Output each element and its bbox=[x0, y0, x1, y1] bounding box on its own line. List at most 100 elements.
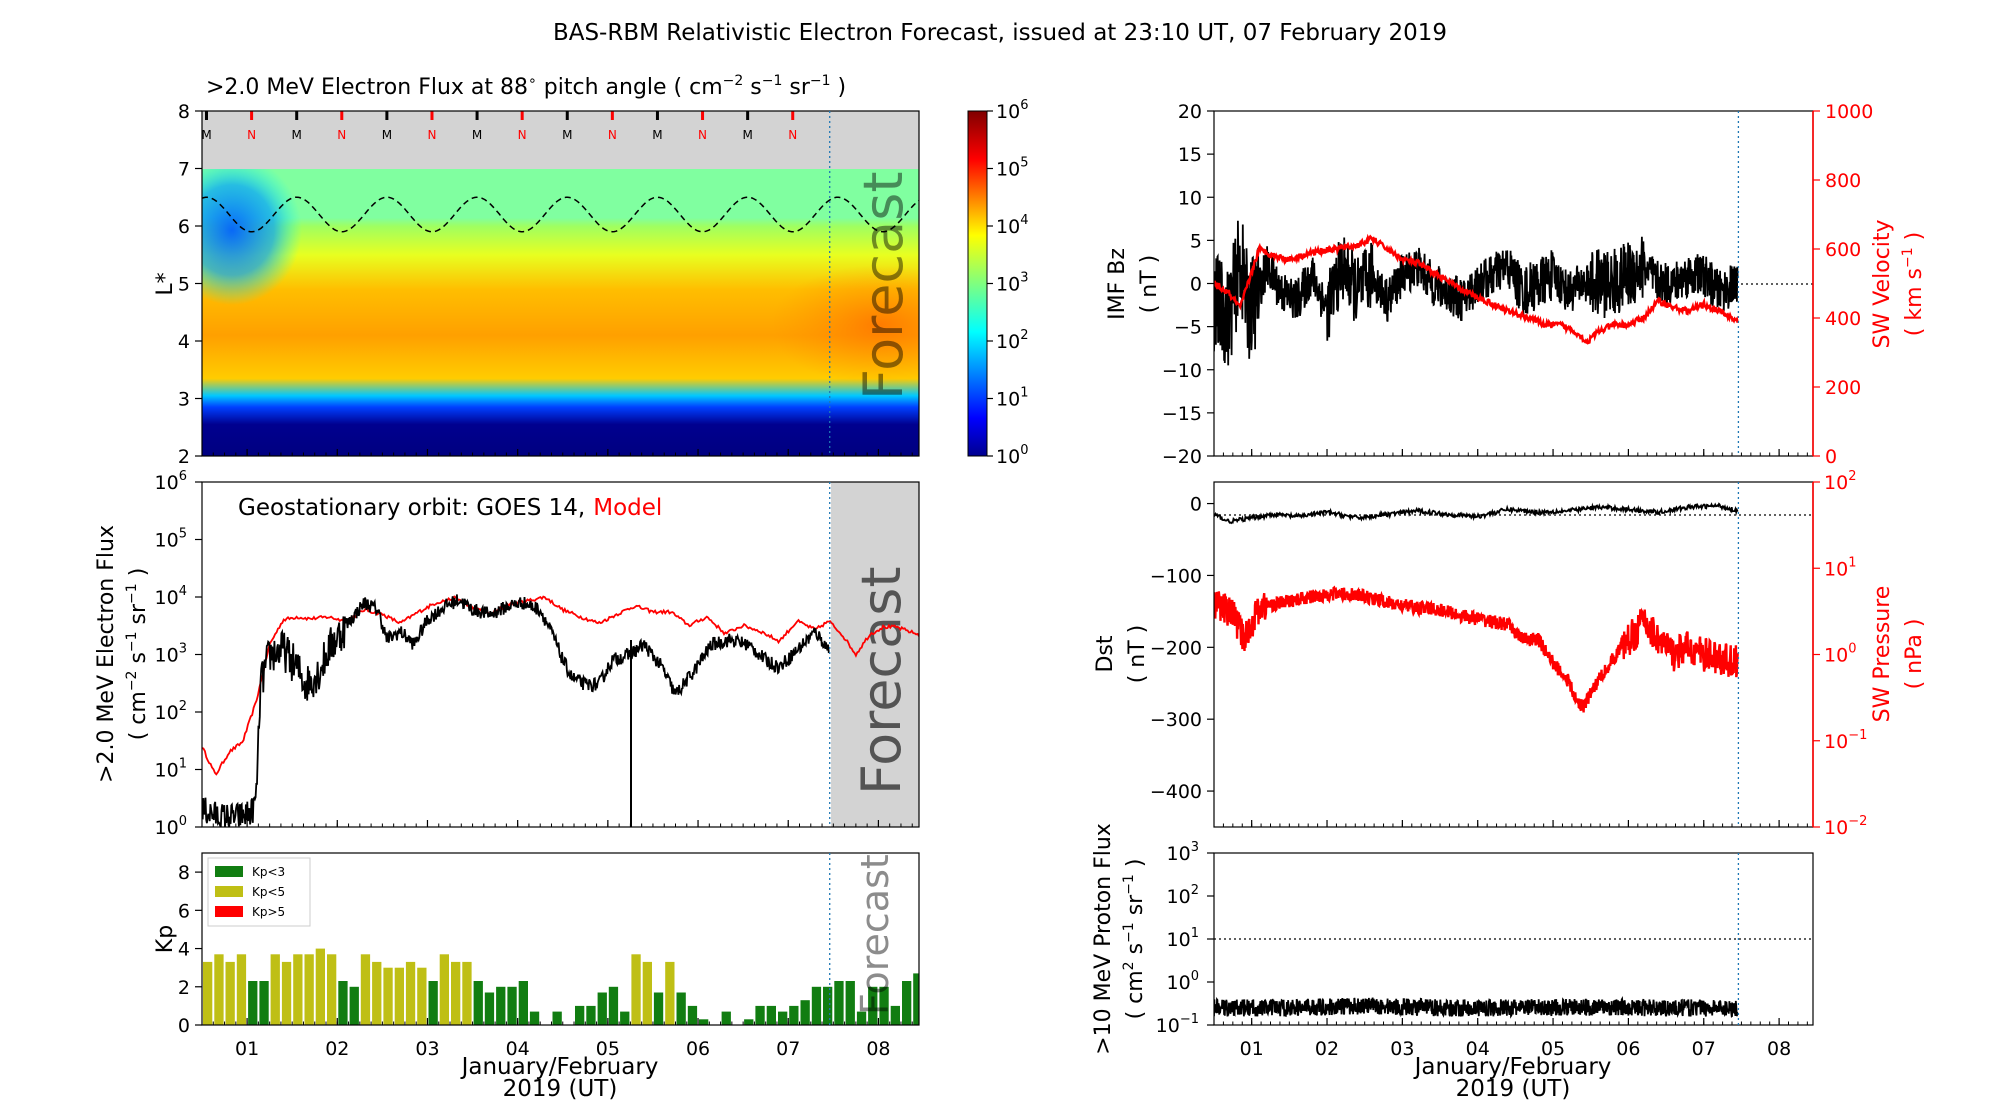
forecast-start-lines bbox=[829, 111, 1740, 1025]
imf-ylabel-line1: IMF Bz bbox=[1105, 248, 1130, 320]
colorbar-tick-label: 104 bbox=[996, 213, 1028, 238]
geo-legend-prefix: Geostationary orbit: GOES 14, bbox=[238, 495, 585, 521]
kp-bar bbox=[778, 1011, 788, 1025]
pressure-y-tick-label: 10−1 bbox=[1824, 728, 1867, 753]
x-tick-label: 08 bbox=[866, 1038, 890, 1060]
kp-bar bbox=[327, 954, 337, 1025]
pressure-ylabel-line1: SW Pressure bbox=[1870, 586, 1895, 723]
geo-ylabel-line2: ( cm−2 s−1 sr−1 ) bbox=[124, 568, 151, 741]
kp-bar bbox=[868, 986, 878, 1025]
orbit-marker-label: M bbox=[292, 128, 302, 142]
kp-y-tick-label: 0 bbox=[178, 1015, 190, 1037]
proton-y-ticks: 10−1 100 101 102 103 bbox=[1156, 840, 1214, 1037]
kp-bar bbox=[259, 981, 269, 1025]
dst-y-tick-label: 0 bbox=[1190, 494, 1202, 516]
kp-bar bbox=[586, 1005, 596, 1025]
velocity-y-tick-label: 800 bbox=[1825, 170, 1861, 192]
geo-frame bbox=[201, 481, 920, 828]
dst-y-tick-label: −400 bbox=[1150, 781, 1202, 803]
kp-bar bbox=[620, 1011, 630, 1025]
kp-bar bbox=[1071, 968, 1080, 1025]
kp-legend-high: Kp>5 bbox=[252, 905, 285, 919]
x-ticks-left: 01 02 03 04 05 06 07 08 bbox=[201, 449, 913, 1060]
imf-y-tick-label: 10 bbox=[1178, 187, 1202, 209]
proton-y-tick-label: 101 bbox=[1167, 926, 1199, 951]
dst-y-ticks: −400 −300 −200 −100 0 bbox=[1150, 494, 1214, 803]
imf-y-tick-label: 5 bbox=[1190, 230, 1202, 252]
x-tick-label: 05 bbox=[596, 1038, 620, 1060]
kp-bar bbox=[383, 967, 393, 1025]
lstar-y-tick-label: 4 bbox=[178, 331, 190, 353]
geo-y-tick-label: 103 bbox=[155, 642, 187, 667]
orbit-marker-label: M bbox=[742, 128, 752, 142]
kp-bar bbox=[845, 981, 855, 1025]
kp-bar bbox=[1015, 1006, 1024, 1025]
x-ticks-right: 01 02 03 04 05 06 07 08 bbox=[1213, 449, 1808, 1060]
kp-bar bbox=[304, 954, 314, 1025]
kp-bars bbox=[203, 948, 1080, 1025]
kp-bar bbox=[270, 954, 280, 1025]
imf-panel: −20 −15 −10 −5 0 5 10 15 20 0 200 400 600 800 1000 IM… bbox=[1105, 101, 1927, 468]
kp-bar bbox=[834, 981, 844, 1025]
pressure-ylabel-line2: ( nPa ) bbox=[1902, 619, 1927, 690]
geo-y-ticks: 100 101 102 103 104 105 106 bbox=[155, 469, 202, 839]
orbit-marker-label: N bbox=[608, 128, 617, 142]
kp-bar bbox=[236, 954, 247, 1025]
kp-bar bbox=[642, 961, 652, 1025]
kp-bar bbox=[811, 986, 822, 1025]
kp-y-tick-label: 4 bbox=[178, 939, 190, 961]
kp-bar bbox=[687, 1005, 698, 1025]
pressure-y-tick-label: 102 bbox=[1824, 469, 1856, 494]
kp-bar bbox=[225, 961, 235, 1025]
kp-bar bbox=[428, 981, 438, 1025]
lstar-early-low-flux bbox=[202, 155, 302, 305]
kp-bar bbox=[349, 986, 359, 1025]
kp-bar bbox=[902, 981, 912, 1025]
x-tick-label: 07 bbox=[776, 1038, 800, 1060]
kp-panel: Forecast 0 2 4 6 8 Kp Kp<3 Kp<5 Kp>5 bbox=[153, 852, 1080, 1037]
kp-bar bbox=[597, 992, 607, 1025]
proton-ylabel-line1: >10 MeV Proton Flux bbox=[1091, 823, 1116, 1055]
proton-ylabel-line2: ( cm2 s−1 sr−1 ) bbox=[1121, 859, 1148, 1020]
orbit-marker-label: M bbox=[382, 128, 392, 142]
velocity-ylabel-line2: ( km s−1 ) bbox=[1900, 232, 1927, 336]
proton-panel: 10−1 100 101 102 103 >10 MeV Proton Flux ( c… bbox=[1091, 823, 1814, 1055]
kp-bar bbox=[856, 1011, 867, 1025]
x-label-left-line2: 2019 (UT) bbox=[503, 1076, 618, 1100]
x-label-right-line1: January/February bbox=[1413, 1054, 1612, 1080]
x-tick-label: 04 bbox=[1466, 1038, 1490, 1060]
kp-bar bbox=[981, 1006, 990, 1025]
geo-observed-line bbox=[202, 594, 830, 827]
geo-legend: Geostationary orbit: GOES 14, Model bbox=[238, 495, 662, 521]
lstar-y-tick-label: 5 bbox=[178, 274, 190, 296]
lstar-y-tick-label: 3 bbox=[178, 389, 190, 411]
kp-bar bbox=[879, 986, 889, 1025]
kp-y-ticks: 0 2 4 6 8 bbox=[178, 862, 202, 1037]
lstar-title: >2.0 MeV Electron Flux at 88∘ pitch angl… bbox=[206, 73, 846, 100]
lstar-late-peak bbox=[770, 265, 919, 385]
orbit-marker-label: N bbox=[427, 128, 436, 142]
geo-y-tick-label: 101 bbox=[155, 757, 187, 782]
x-tick-label: 03 bbox=[1390, 1038, 1414, 1060]
dst-ylabel-line2: ( nT ) bbox=[1125, 625, 1150, 684]
orbit-marker-label: N bbox=[337, 128, 346, 142]
kp-y-tick-label: 6 bbox=[178, 900, 190, 922]
x-tick-label: 03 bbox=[415, 1038, 439, 1060]
kp-bar bbox=[823, 986, 833, 1025]
kp-legend-low: Kp<3 bbox=[252, 865, 285, 879]
kp-bar bbox=[890, 1005, 900, 1025]
kp-bar bbox=[608, 986, 619, 1025]
sw-pressure-line bbox=[1214, 585, 1739, 713]
sw-velocity-line bbox=[1214, 233, 1739, 345]
dst-ylabel-line1: Dst bbox=[1093, 635, 1118, 672]
kp-y-tick-label: 8 bbox=[178, 862, 190, 884]
imf-y-tick-label: 20 bbox=[1178, 101, 1202, 123]
kp-bar bbox=[970, 1006, 979, 1025]
velocity-y-tick-label: 200 bbox=[1825, 377, 1861, 399]
kp-bar bbox=[315, 948, 325, 1025]
kp-legend-swatch-mid bbox=[215, 886, 243, 897]
orbit-marker-label: N bbox=[518, 128, 527, 142]
geostationary-l-curve bbox=[202, 196, 919, 233]
x-tick-label: 02 bbox=[1315, 1038, 1339, 1060]
